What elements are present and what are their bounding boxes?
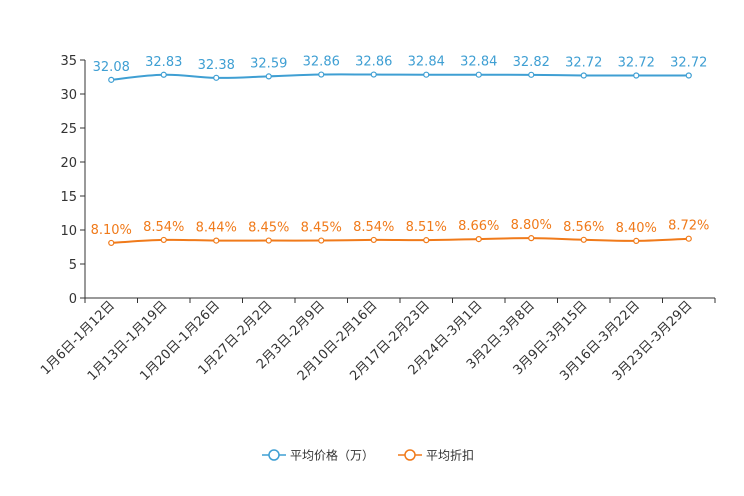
y-tick-label: 5 [69, 258, 77, 273]
data-point [370, 236, 377, 244]
data-label: 8.44% [196, 221, 237, 236]
legend-label: 平均价格（万） [290, 448, 374, 463]
data-point [528, 235, 535, 242]
data-point [213, 237, 220, 244]
series-1: 8.10% 8.54% 8.44% 8.45% 8.45% 8.54% 8.51% 8.66%… [91, 218, 709, 247]
y-tick-label: 15 [60, 190, 77, 205]
data-label: 32.82 [513, 55, 550, 70]
data-label: 32.72 [565, 56, 602, 71]
data-label: 32.86 [303, 55, 340, 70]
y-tick-label: 0 [69, 292, 77, 307]
data-label: 32.83 [145, 55, 182, 70]
data-label: 8.40% [616, 221, 657, 236]
data-point [475, 236, 482, 243]
legend[interactable]: 平均价格（万） 平均折扣 [262, 448, 474, 463]
data-label: 8.72% [668, 219, 709, 234]
data-label: 32.38 [198, 58, 235, 73]
data-label: 32.84 [408, 55, 445, 70]
legend-item-1[interactable]: 平均折扣 [398, 448, 474, 463]
y-axis-ticks: 0 5 10 15 20 25 30 35 [60, 54, 85, 307]
data-label: 32.08 [93, 60, 130, 75]
data-label: 8.10% [91, 223, 132, 238]
data-point [318, 71, 325, 78]
data-label: 8.54% [353, 220, 394, 235]
data-label: 32.59 [250, 56, 287, 71]
x-axis-ticks: 1月6日-1月12日1月13日-1月19日1月20日-1月26日1月27日-2月… [38, 298, 716, 384]
series-0: 32.08 32.83 32.38 32.59 32.86 32.86 32.84 32.84… [93, 55, 707, 83]
data-point [685, 235, 692, 242]
legend-item-0[interactable]: 平均价格（万） [262, 448, 374, 463]
data-point [580, 236, 587, 243]
y-tick-label: 10 [60, 224, 77, 239]
data-point [160, 236, 167, 244]
data-point [475, 71, 482, 78]
data-point [423, 237, 430, 244]
y-tick-label: 25 [60, 122, 77, 137]
y-tick-label: 20 [60, 156, 77, 171]
data-label: 8.56% [563, 220, 604, 235]
data-label: 8.51% [406, 220, 447, 235]
data-label: 8.45% [248, 221, 289, 236]
axes [84, 60, 715, 299]
data-point [370, 71, 377, 78]
data-label: 32.86 [355, 55, 392, 70]
data-point [160, 71, 167, 78]
data-point [580, 72, 587, 79]
data-label: 8.45% [301, 221, 342, 236]
data-point [108, 239, 115, 247]
data-point [633, 72, 640, 79]
data-point [265, 237, 272, 244]
legend-marker-icon [404, 449, 416, 461]
data-point [265, 73, 272, 80]
data-point [685, 72, 692, 79]
data-label: 32.72 [670, 56, 707, 71]
y-tick-label: 35 [60, 54, 77, 69]
legend-label: 平均折扣 [426, 448, 474, 463]
data-point [108, 76, 115, 83]
series-line [111, 237, 689, 244]
data-point [423, 71, 430, 78]
data-label: 8.80% [511, 218, 552, 233]
data-point [213, 74, 220, 81]
data-point [528, 71, 535, 78]
series-line [111, 73, 689, 81]
y-tick-label: 30 [60, 88, 77, 103]
legend-marker-icon [268, 449, 280, 461]
data-label: 32.72 [618, 56, 655, 71]
data-point [318, 237, 325, 244]
data-point [633, 237, 640, 244]
data-label: 8.54% [143, 220, 184, 235]
data-label: 32.84 [460, 55, 497, 70]
series-layer: 32.08 32.83 32.38 32.59 32.86 32.86 32.84 32.84… [91, 55, 709, 247]
data-label: 8.66% [458, 219, 499, 234]
